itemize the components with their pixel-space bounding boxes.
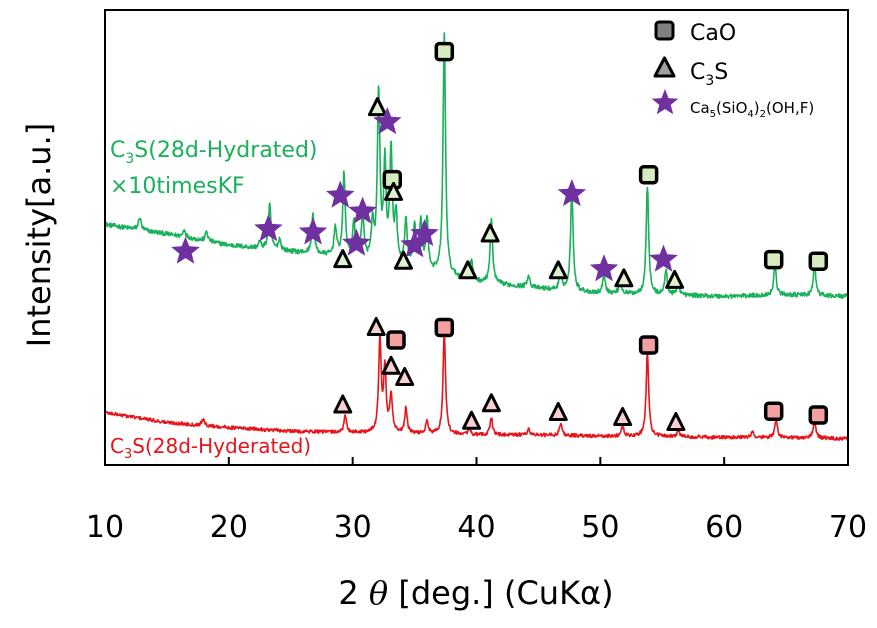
y-axis-title: Intensity[a.u.] [20,123,58,347]
c3s-triangle-marker [393,250,413,270]
legend-star-marker [651,89,679,115]
apatite-star-marker [589,254,619,282]
x-tick-label: 70 [829,510,867,545]
c3s-triangle-marker [367,97,387,117]
c3s-triangle-marker [666,412,686,431]
apatite-star-marker [373,107,402,135]
series-layer [104,32,849,442]
legend-triangle-marker [653,56,676,78]
c3s-triangle-marker [333,249,353,269]
x-ticks: 10 20 30 40 50 60 70 [86,457,867,545]
series-line-1 [104,331,849,442]
cao-square-marker [763,401,784,421]
x-tick-label: 60 [705,510,743,545]
apatite-star-marker [400,230,429,258]
cao-square-marker [763,249,784,270]
cao-square-marker [386,330,406,350]
c3s-triangle-marker [381,355,401,375]
legend-entry-apatite: Ca5(SiO4)2(OH,F) [651,89,814,120]
apatite-star-marker [410,219,439,247]
legend-label-c3s: C3S [690,60,728,89]
c3s-triangle-marker [384,181,404,201]
x-tick-label: 10 [86,510,124,545]
apatite-star-marker [557,179,587,207]
c3s-triangle-marker [665,269,685,289]
series-label-hydrated: C3S(28d-Hyderated) [110,434,311,462]
series-label-kf-line1: C3S(28d-Hydrated) [110,138,318,167]
x-tick-label: 20 [210,510,248,545]
cao-square-marker [434,41,455,62]
c3s-triangle-marker [548,402,568,421]
cao-square-marker [638,165,659,185]
x-tick-label: 30 [334,510,372,545]
legend-label-cao: CaO [690,21,736,46]
plot-frame [104,9,849,466]
c3s-triangle-marker [481,393,501,413]
x-tick-label: 50 [581,510,619,545]
series-label-kf-line2: ×10timesKF [110,174,245,199]
c3s-triangle-marker [458,260,478,280]
c3s-triangle-marker [613,407,633,426]
x-tick-label: 40 [457,510,495,545]
apatite-star-marker [171,236,200,264]
series-line-0 [104,32,849,300]
c3s-triangle-marker [366,317,386,336]
legend-square-marker [654,20,675,41]
marker-layer [171,41,829,431]
apatite-star-marker [649,244,678,272]
cao-square-marker [434,317,455,338]
c3s-triangle-marker [548,260,568,280]
cao-square-marker [808,251,829,271]
apatite-star-marker [326,180,355,208]
apatite-star-marker [348,196,377,224]
plot-area: 10 20 30 40 50 60 70 [86,9,867,545]
c3s-triangle-marker [462,410,482,430]
cao-square-marker [808,405,829,425]
legend-entry-cao: CaO [654,20,736,46]
legend: CaO C3S Ca5(SiO4)2(OH,F) [651,20,814,120]
c3s-triangle-marker [395,367,415,386]
legend-entry-c3s: C3S [653,56,728,89]
series-labels: C3S(28d-Hydrated) ×10timesKF C3S(28d-Hyd… [110,138,318,462]
apatite-star-marker [254,214,283,242]
apatite-star-marker [342,228,371,256]
apatite-star-marker [298,217,328,245]
c3s-triangle-marker [614,268,634,288]
x-axis-title: 2 θ [deg.] (CuKα) [338,574,613,612]
cao-square-marker [638,335,659,355]
c3s-triangle-marker [480,223,500,243]
legend-label-apatite: Ca5(SiO4)2(OH,F) [690,99,814,120]
c3s-triangle-marker [333,394,353,414]
